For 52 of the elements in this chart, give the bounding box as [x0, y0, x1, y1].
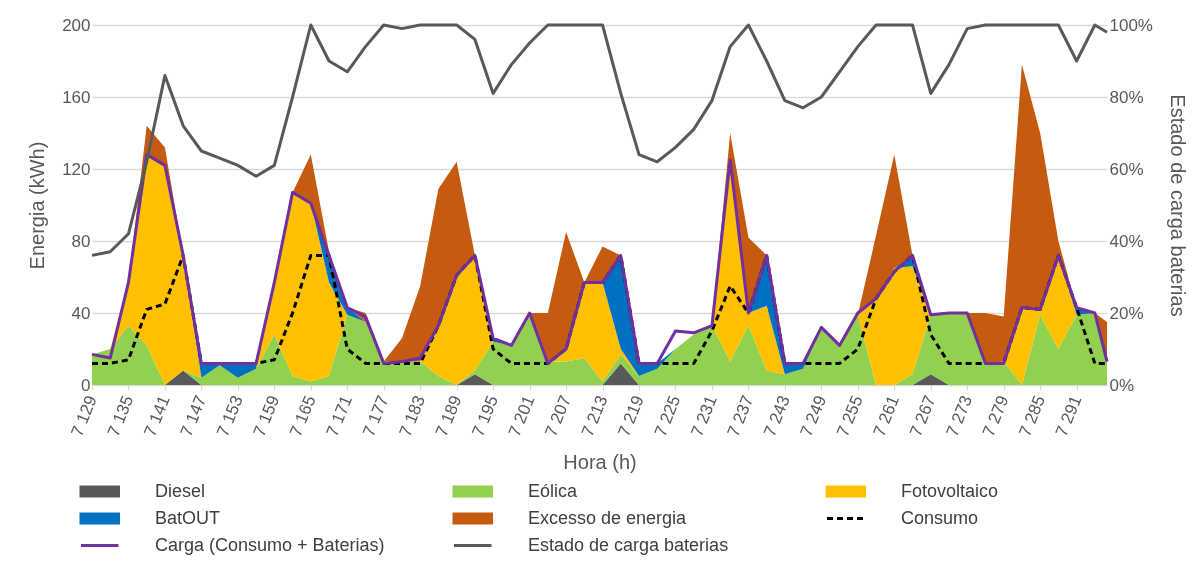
legend-label: Excesso de energia — [528, 507, 688, 528]
x-tick-label: 7 171 — [322, 392, 357, 440]
y2-axis-title: Estado de carga baterias — [1166, 94, 1189, 317]
x-tick-label: 7 129 — [67, 392, 101, 440]
y2-tick-label: 40% — [1109, 231, 1144, 251]
legend-label: BatOUT — [155, 507, 221, 528]
x-tick-label: 7 147 — [176, 392, 211, 440]
x-tick-label: 7 213 — [577, 392, 612, 440]
x-tick-label: 7 141 — [140, 392, 174, 440]
legend-label: Carga (Consumo + Baterias) — [155, 534, 385, 555]
x-tick-label: 7 159 — [249, 392, 284, 440]
x-tick-label: 7 183 — [395, 392, 430, 440]
x-tick-label: 7 291 — [1051, 392, 1086, 440]
x-tick-label: 7 219 — [614, 392, 648, 440]
x-tick-label: 7 177 — [359, 392, 393, 440]
x-tick-label: 7 273 — [942, 392, 977, 440]
x-tick-label: 7 189 — [431, 392, 466, 440]
y-tick-label: 80 — [71, 231, 91, 251]
x-tick-label: 7 255 — [833, 392, 867, 440]
x-axis-title: Hora (h) — [563, 450, 637, 473]
x-tick-label: 7 207 — [541, 392, 575, 440]
y2-tick-label: 20% — [1109, 303, 1144, 323]
legend-label: Consumo — [901, 507, 979, 528]
legend-label: Fotovoltaico — [901, 480, 999, 501]
x-tick-label: 7 243 — [760, 392, 794, 440]
line-series — [90, 23, 1109, 257]
y-tick-label: 40 — [71, 303, 91, 323]
x-tick-label: 7 153 — [213, 392, 247, 440]
y-tick-label: 120 — [62, 159, 91, 179]
x-tick-label: 7 267 — [906, 392, 940, 440]
legend-label: Estado de carga baterias — [528, 534, 729, 555]
y2-tick-label: 100% — [1109, 15, 1153, 35]
y2-tick-label: 80% — [1109, 87, 1144, 107]
y-tick-label: 160 — [62, 87, 91, 107]
y2-tick-label: 0% — [1109, 375, 1135, 395]
y2-tick-label: 60% — [1109, 159, 1144, 179]
x-tick-label: 7 261 — [869, 392, 904, 440]
y-tick-label: 200 — [62, 15, 91, 35]
legend-label: Eólica — [528, 480, 579, 501]
x-tick-label: 7 225 — [650, 392, 685, 440]
x-tick-label: 7 249 — [796, 392, 831, 440]
y-axis-title: Energia (kWh) — [26, 141, 49, 270]
x-tick-label: 7 201 — [504, 392, 539, 440]
x-tick-label: 7 231 — [687, 392, 721, 440]
x-tick-label: 7 279 — [978, 392, 1013, 440]
y-tick-label: 0 — [81, 375, 91, 395]
x-tick-label: 7 237 — [723, 392, 758, 440]
legend-label: Diesel — [155, 480, 206, 501]
x-tick-label: 7 285 — [1015, 392, 1049, 440]
x-tick-label: 7 135 — [103, 392, 138, 440]
x-tick-label: 7 165 — [286, 392, 320, 440]
x-tick-label: 7 195 — [468, 392, 502, 440]
